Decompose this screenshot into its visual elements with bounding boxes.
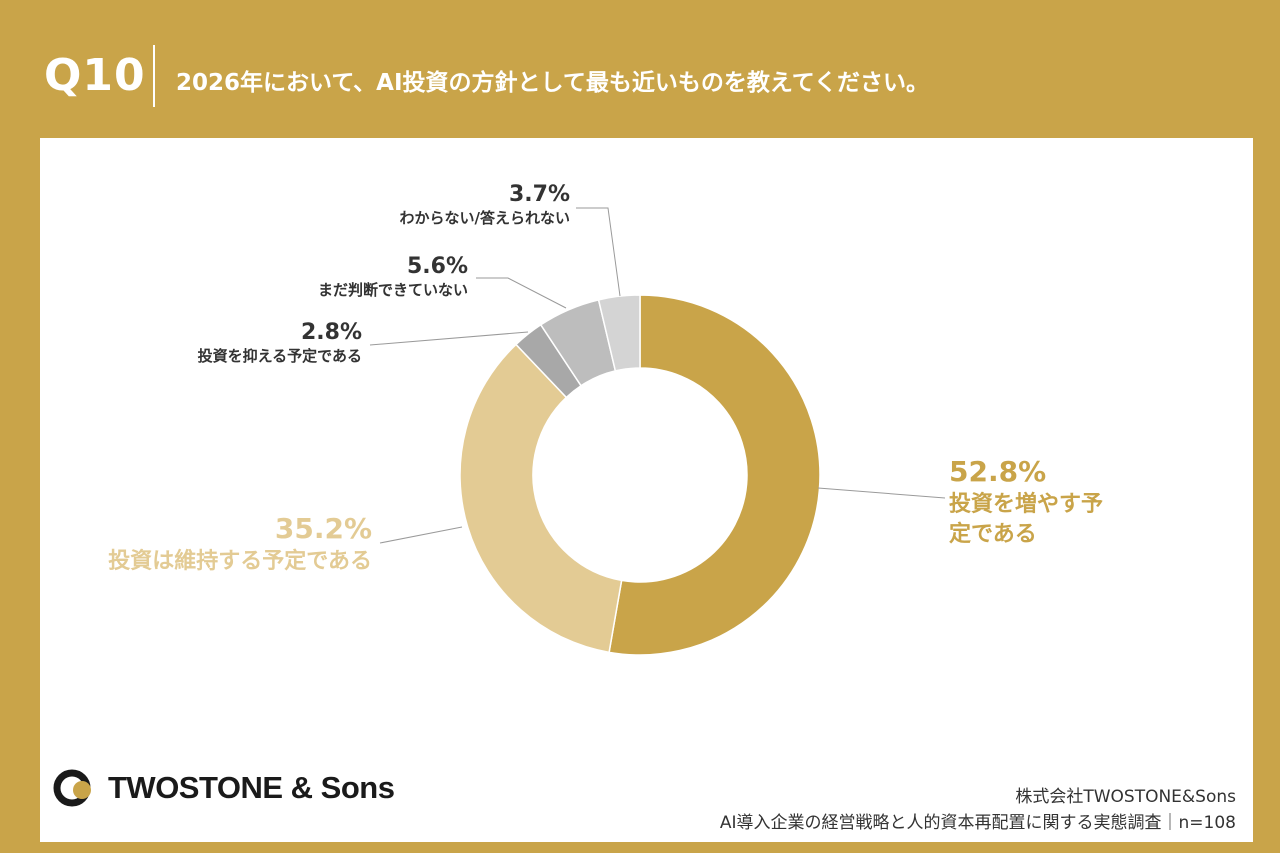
question-number: Q10 [44, 50, 146, 101]
slice-value-label: 35.2% [275, 512, 372, 545]
leader-line [369, 331, 529, 346]
slice-value-label: 3.7% [509, 182, 570, 207]
leader-line [817, 487, 946, 499]
slice-value-label: 2.8% [301, 320, 362, 345]
brand-name: TWOSTONE & Sons [108, 770, 395, 805]
leader-line [379, 526, 463, 544]
slice-category-label: まだ判断できていない [318, 281, 468, 299]
header-divider [153, 45, 155, 107]
survey-name: AI導入企業の経営戦略と人的資本再配置に関する実態調査｜n=108 [719, 813, 1236, 833]
chart-card: 52.8% 投資を増やす予 定である 35.2% 投資は維持する予定である 2.8% 投資を… [40, 138, 1253, 842]
slice-category-label: 投資は維持する予定である [108, 548, 372, 574]
header: Q10 2026年において、AI投資の方針として最も近いものを教えてください。 [0, 0, 1280, 138]
donut-slice [459, 343, 623, 654]
donut-slice [608, 294, 821, 656]
donut-slice [597, 294, 641, 372]
leader-line [576, 207, 621, 297]
slice-category-label: 投資を抑える予定である [198, 347, 362, 365]
question-text: 2026年において、AI投資の方針として最も近いものを教えてください。 [176, 70, 930, 96]
brand-logo-icon [53, 769, 91, 807]
footer-info: 株式会社TWOSTONE&Sons AI導入企業の経営戦略と人的資本再配置に関す… [720, 784, 1236, 836]
slice-value-label: 5.6% [407, 254, 468, 279]
slice-category-label: わからない/答えられない [400, 209, 570, 227]
slice-category-label: 定である [949, 521, 1037, 547]
slice-value-label: 52.8% [949, 455, 1046, 488]
leader-line [476, 277, 567, 309]
brand: TWOSTONE & Sons [50, 768, 395, 808]
company-name: 株式会社TWOSTONE&Sons [1015, 787, 1236, 807]
slice-category-label: 投資を増やす予 [949, 491, 1103, 517]
